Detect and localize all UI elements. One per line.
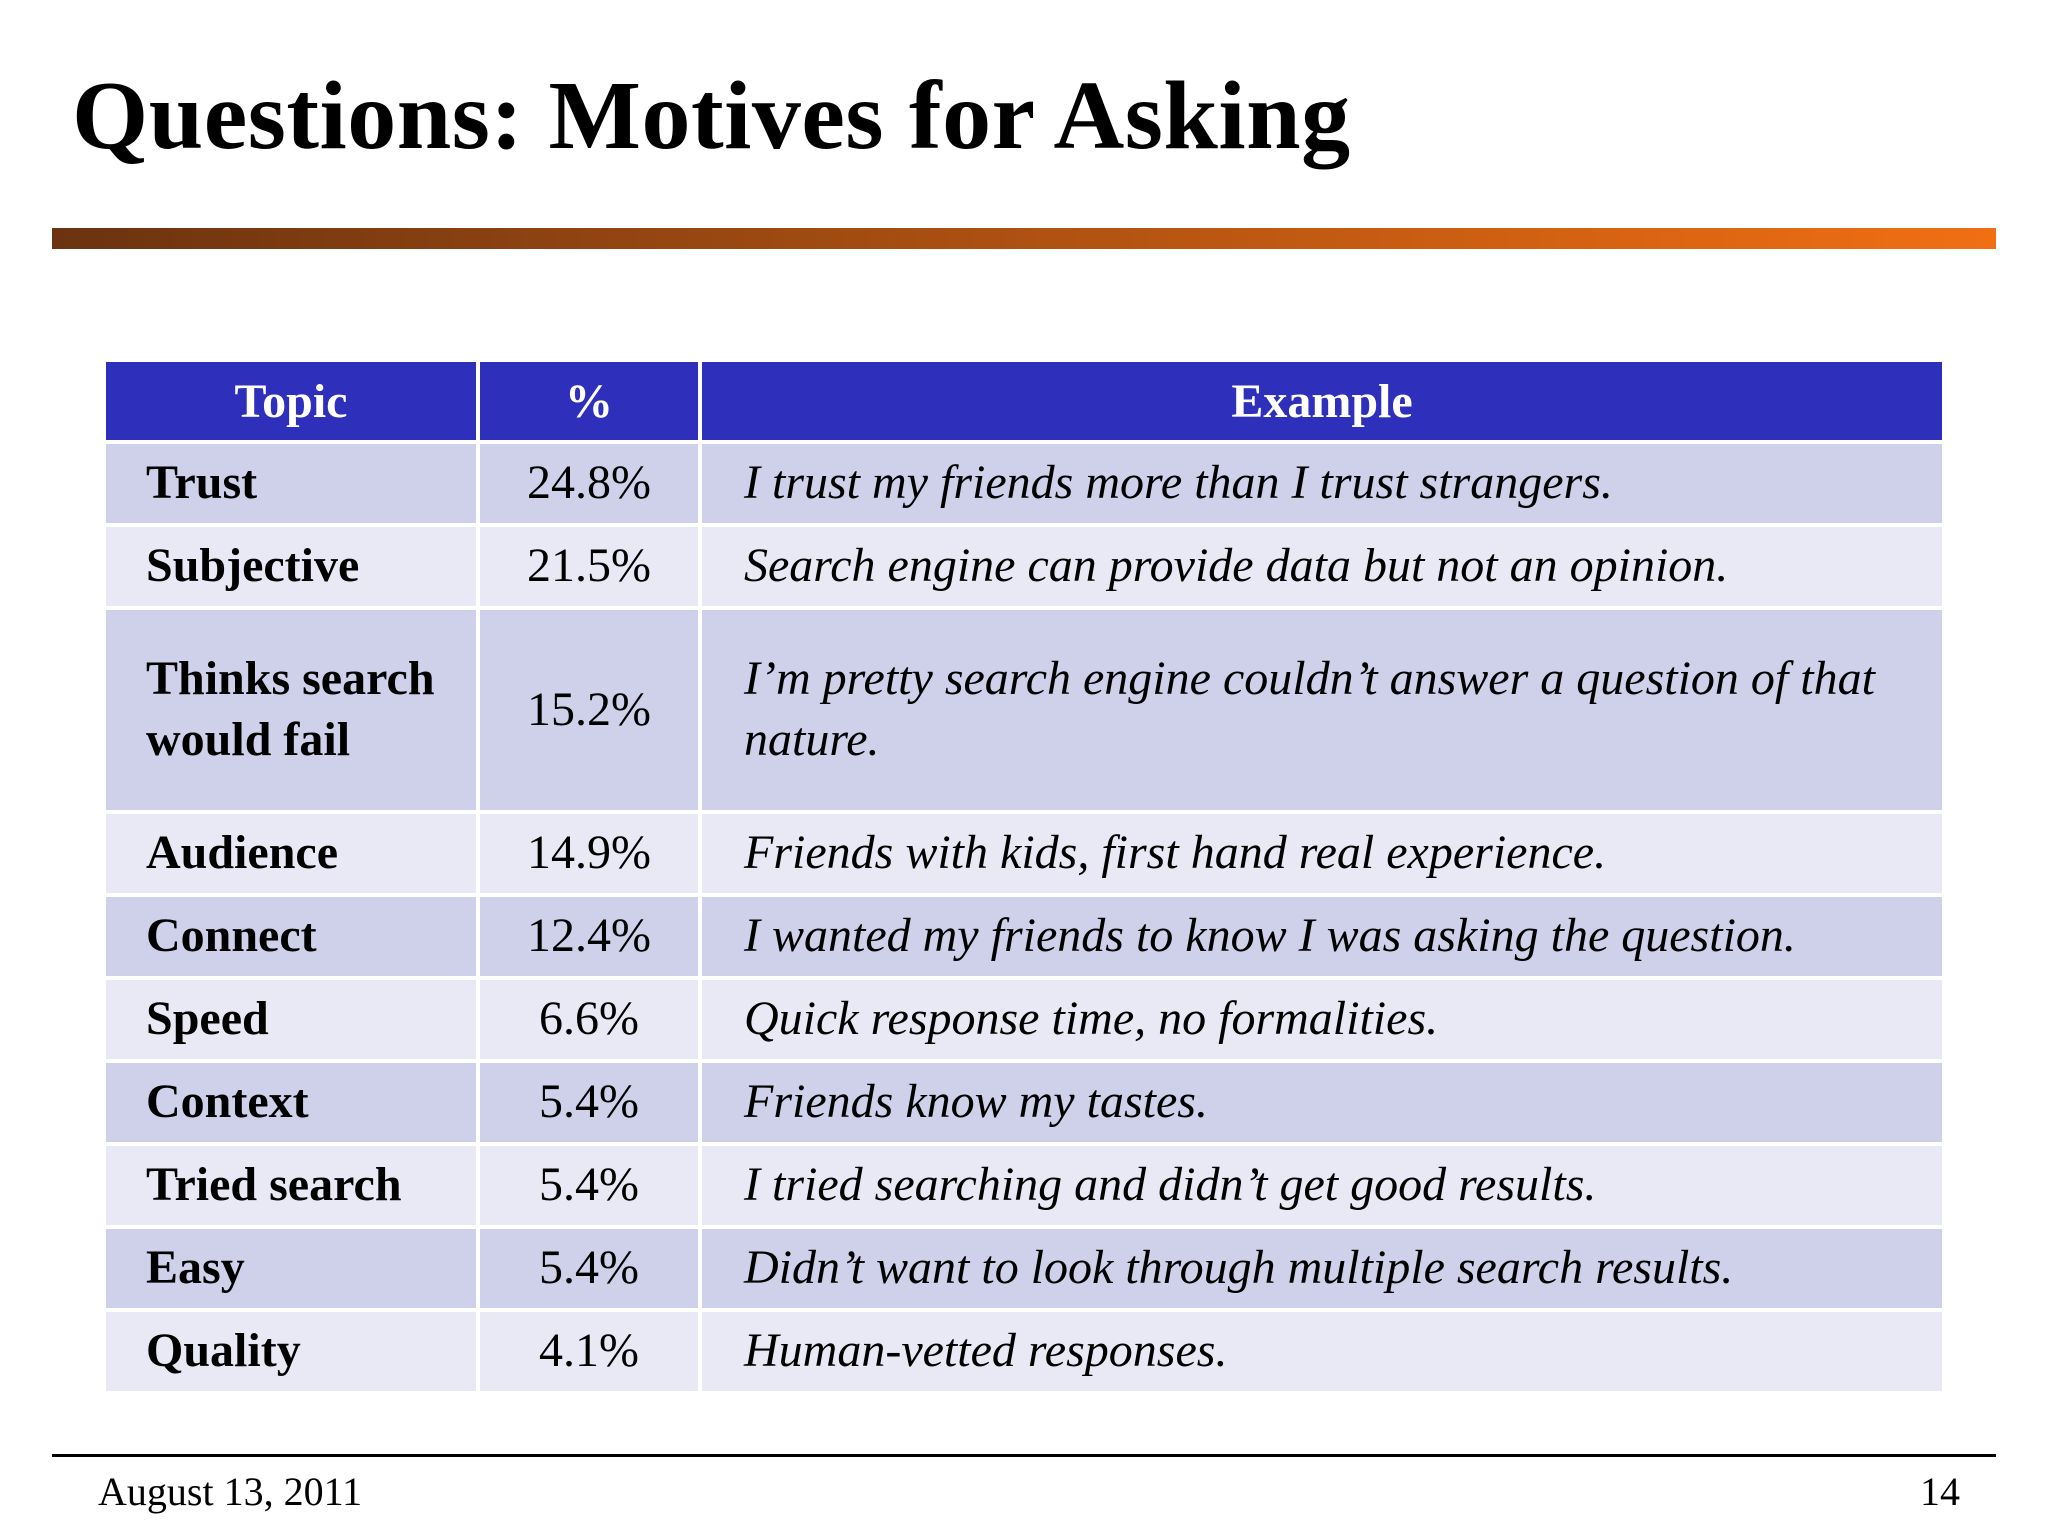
percent-cell: 5.4%: [480, 1146, 698, 1225]
topic-cell: Easy: [106, 1229, 476, 1308]
slide-title: Questions: Motives for Asking: [72, 62, 1351, 170]
percent-cell: 5.4%: [480, 1063, 698, 1142]
example-cell: Friends know my tastes.: [702, 1063, 1942, 1142]
table-row: Context 5.4% Friends know my tastes.: [106, 1063, 1942, 1142]
example-cell: Search engine can provide data but not a…: [702, 527, 1942, 606]
example-cell: I trust my friends more than I trust str…: [702, 444, 1942, 523]
percent-cell: 15.2%: [480, 610, 698, 810]
topic-cell: Connect: [106, 897, 476, 976]
topic-cell: Context: [106, 1063, 476, 1142]
example-cell: I tried searching and didn’t get good re…: [702, 1146, 1942, 1225]
table-row: Speed 6.6% Quick response time, no forma…: [106, 980, 1942, 1059]
topic-cell: Subjective: [106, 527, 476, 606]
example-cell: Didn’t want to look through multiple sea…: [702, 1229, 1942, 1308]
table-row: Trust 24.8% I trust my friends more than…: [106, 444, 1942, 523]
percent-cell: 5.4%: [480, 1229, 698, 1308]
table-header-row: Topic % Example: [106, 362, 1942, 440]
footer-divider: [52, 1454, 1996, 1457]
topic-cell: Speed: [106, 980, 476, 1059]
percent-cell: 12.4%: [480, 897, 698, 976]
table-row: Connect 12.4% I wanted my friends to kno…: [106, 897, 1942, 976]
percent-cell: 6.6%: [480, 980, 698, 1059]
percent-cell: 14.9%: [480, 814, 698, 893]
example-cell: I wanted my friends to know I was asking…: [702, 897, 1942, 976]
header-topic: Topic: [106, 362, 476, 440]
table-row: Thinks search would fail 15.2% I’m prett…: [106, 610, 1942, 810]
topic-cell: Trust: [106, 444, 476, 523]
header-example: Example: [702, 362, 1942, 440]
table-row: Audience 14.9% Friends with kids, first …: [106, 814, 1942, 893]
table-row: Subjective 21.5% Search engine can provi…: [106, 527, 1942, 606]
table-row: Easy 5.4% Didn’t want to look through mu…: [106, 1229, 1942, 1308]
page-number: 14: [1920, 1469, 1960, 1514]
title-accent-bar: [52, 228, 1996, 249]
example-cell: Friends with kids, first hand real exper…: [702, 814, 1942, 893]
topic-cell: Quality: [106, 1312, 476, 1391]
percent-cell: 24.8%: [480, 444, 698, 523]
example-cell: Human-vetted responses.: [702, 1312, 1942, 1391]
percent-cell: 4.1%: [480, 1312, 698, 1391]
motives-table: Topic % Example Trust 24.8% I trust my f…: [102, 358, 1946, 1395]
topic-cell: Tried search: [106, 1146, 476, 1225]
topic-cell: Audience: [106, 814, 476, 893]
topic-cell: Thinks search would fail: [106, 610, 476, 810]
percent-cell: 21.5%: [480, 527, 698, 606]
table-row: Quality 4.1% Human-vetted responses.: [106, 1312, 1942, 1391]
example-cell: I’m pretty search engine couldn’t answer…: [702, 610, 1942, 810]
footer-date: August 13, 2011: [98, 1469, 363, 1514]
table-row: Tried search 5.4% I tried searching and …: [106, 1146, 1942, 1225]
example-cell: Quick response time, no formalities.: [702, 980, 1942, 1059]
header-percent: %: [480, 362, 698, 440]
